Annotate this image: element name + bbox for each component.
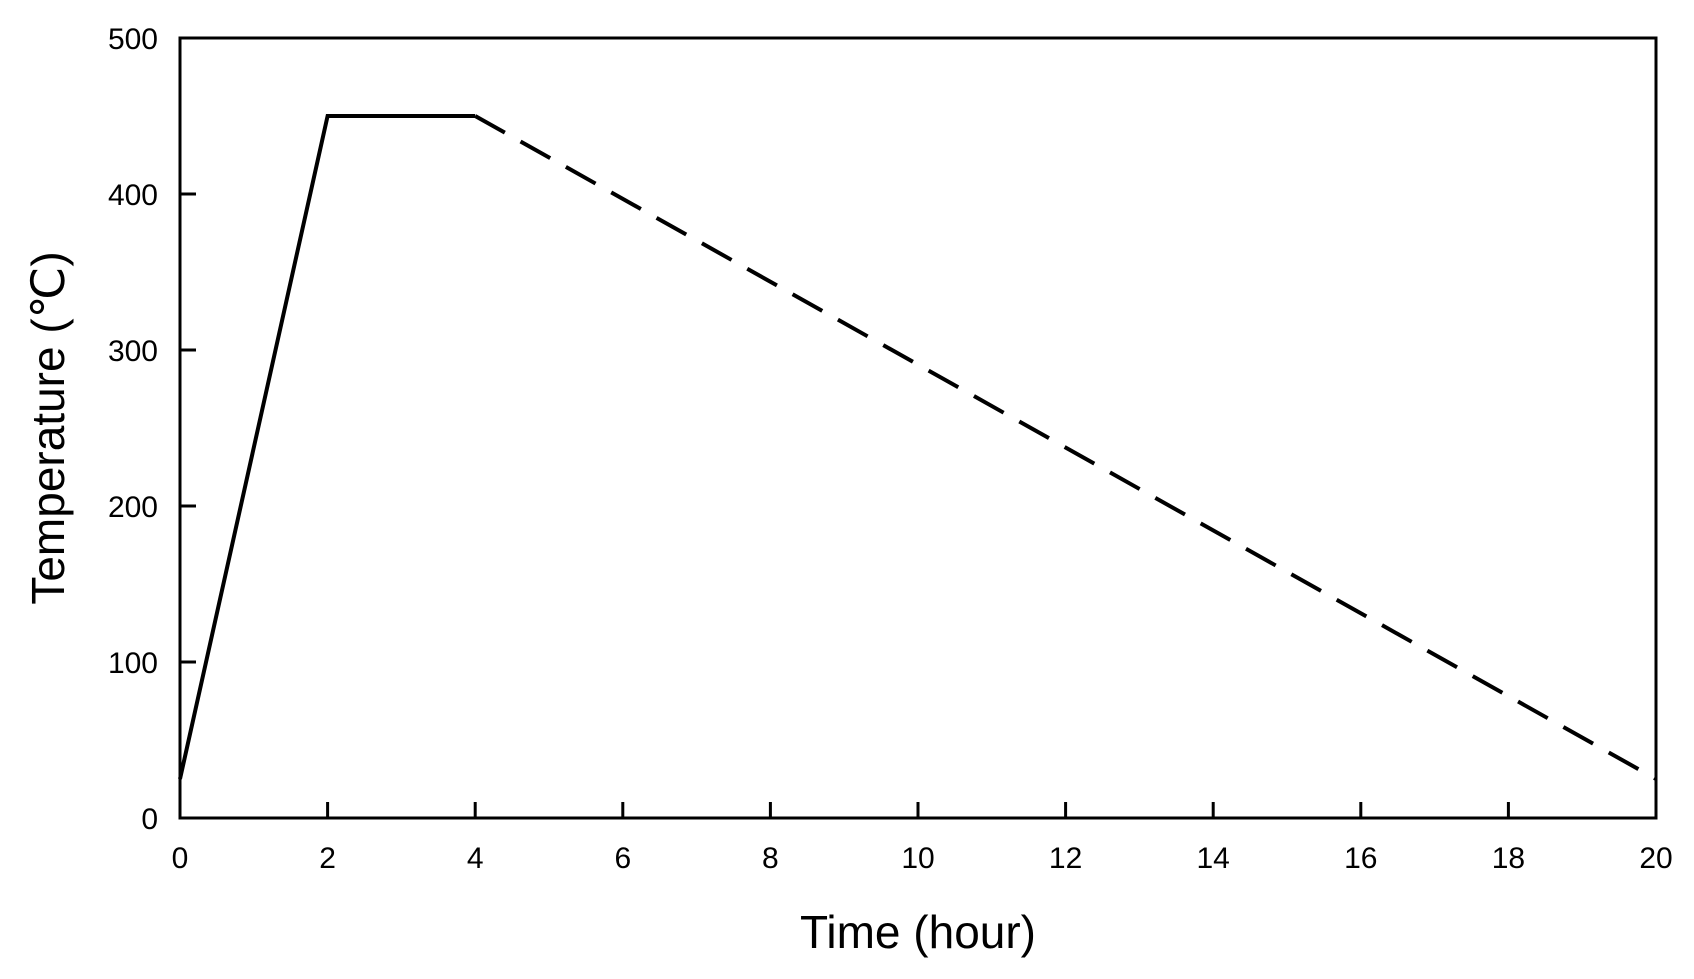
y-tick-label: 400 — [108, 179, 158, 212]
cooling-line-dashed — [474, 114, 1657, 781]
x-tick-label: 14 — [1197, 842, 1230, 875]
x-tick-label: 8 — [762, 842, 779, 875]
x-tick-label: 12 — [1049, 842, 1082, 875]
x-tick-label: 0 — [172, 842, 189, 875]
heating-hold-line-solid — [178, 114, 476, 780]
y-tick-label: 0 — [141, 803, 158, 836]
x-tick-label: 16 — [1344, 842, 1377, 875]
plot-frame — [178, 36, 1658, 820]
plot-series — [178, 114, 1657, 781]
x-tick-label: 18 — [1492, 842, 1525, 875]
x-tick-label: 20 — [1639, 842, 1672, 875]
axis-ticks — [178, 36, 1658, 820]
y-axis-title: Temperature (℃) — [22, 251, 74, 604]
y-tick-label: 100 — [108, 647, 158, 680]
y-tick-label: 300 — [108, 335, 158, 368]
y-tick-label: 500 — [108, 23, 158, 56]
x-tick-label: 6 — [614, 842, 631, 875]
x-axis-title: Time (hour) — [800, 906, 1036, 958]
x-tick-label: 4 — [467, 842, 484, 875]
y-tick-label: 200 — [108, 491, 158, 524]
x-tick-label: 10 — [901, 842, 934, 875]
x-tick-label: 2 — [319, 842, 336, 875]
